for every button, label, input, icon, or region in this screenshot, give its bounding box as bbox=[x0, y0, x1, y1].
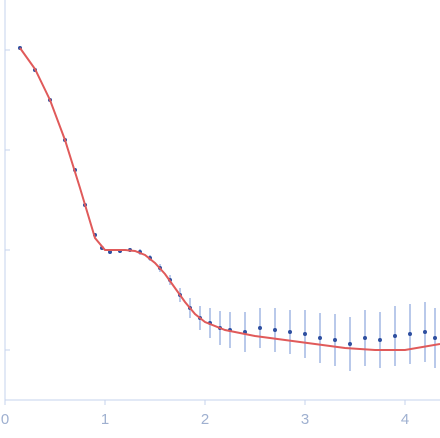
x-tick-label: 2 bbox=[201, 411, 209, 428]
x-tick-label: 4 bbox=[401, 411, 409, 428]
data-point bbox=[378, 338, 382, 342]
data-point bbox=[348, 342, 352, 346]
x-tick-label: 3 bbox=[301, 411, 309, 428]
data-point bbox=[273, 328, 277, 332]
data-point bbox=[423, 330, 427, 334]
data-point bbox=[363, 336, 367, 340]
data-point bbox=[393, 334, 397, 338]
x-tick-label: 0 bbox=[1, 411, 9, 428]
data-point bbox=[433, 336, 437, 340]
data-point bbox=[333, 338, 337, 342]
data-point bbox=[318, 336, 322, 340]
x-tick-label: 1 bbox=[101, 411, 109, 428]
data-point bbox=[303, 332, 307, 336]
fit-line bbox=[19, 47, 440, 351]
data-point bbox=[288, 330, 292, 334]
data-point bbox=[258, 326, 262, 330]
data-point bbox=[408, 332, 412, 336]
